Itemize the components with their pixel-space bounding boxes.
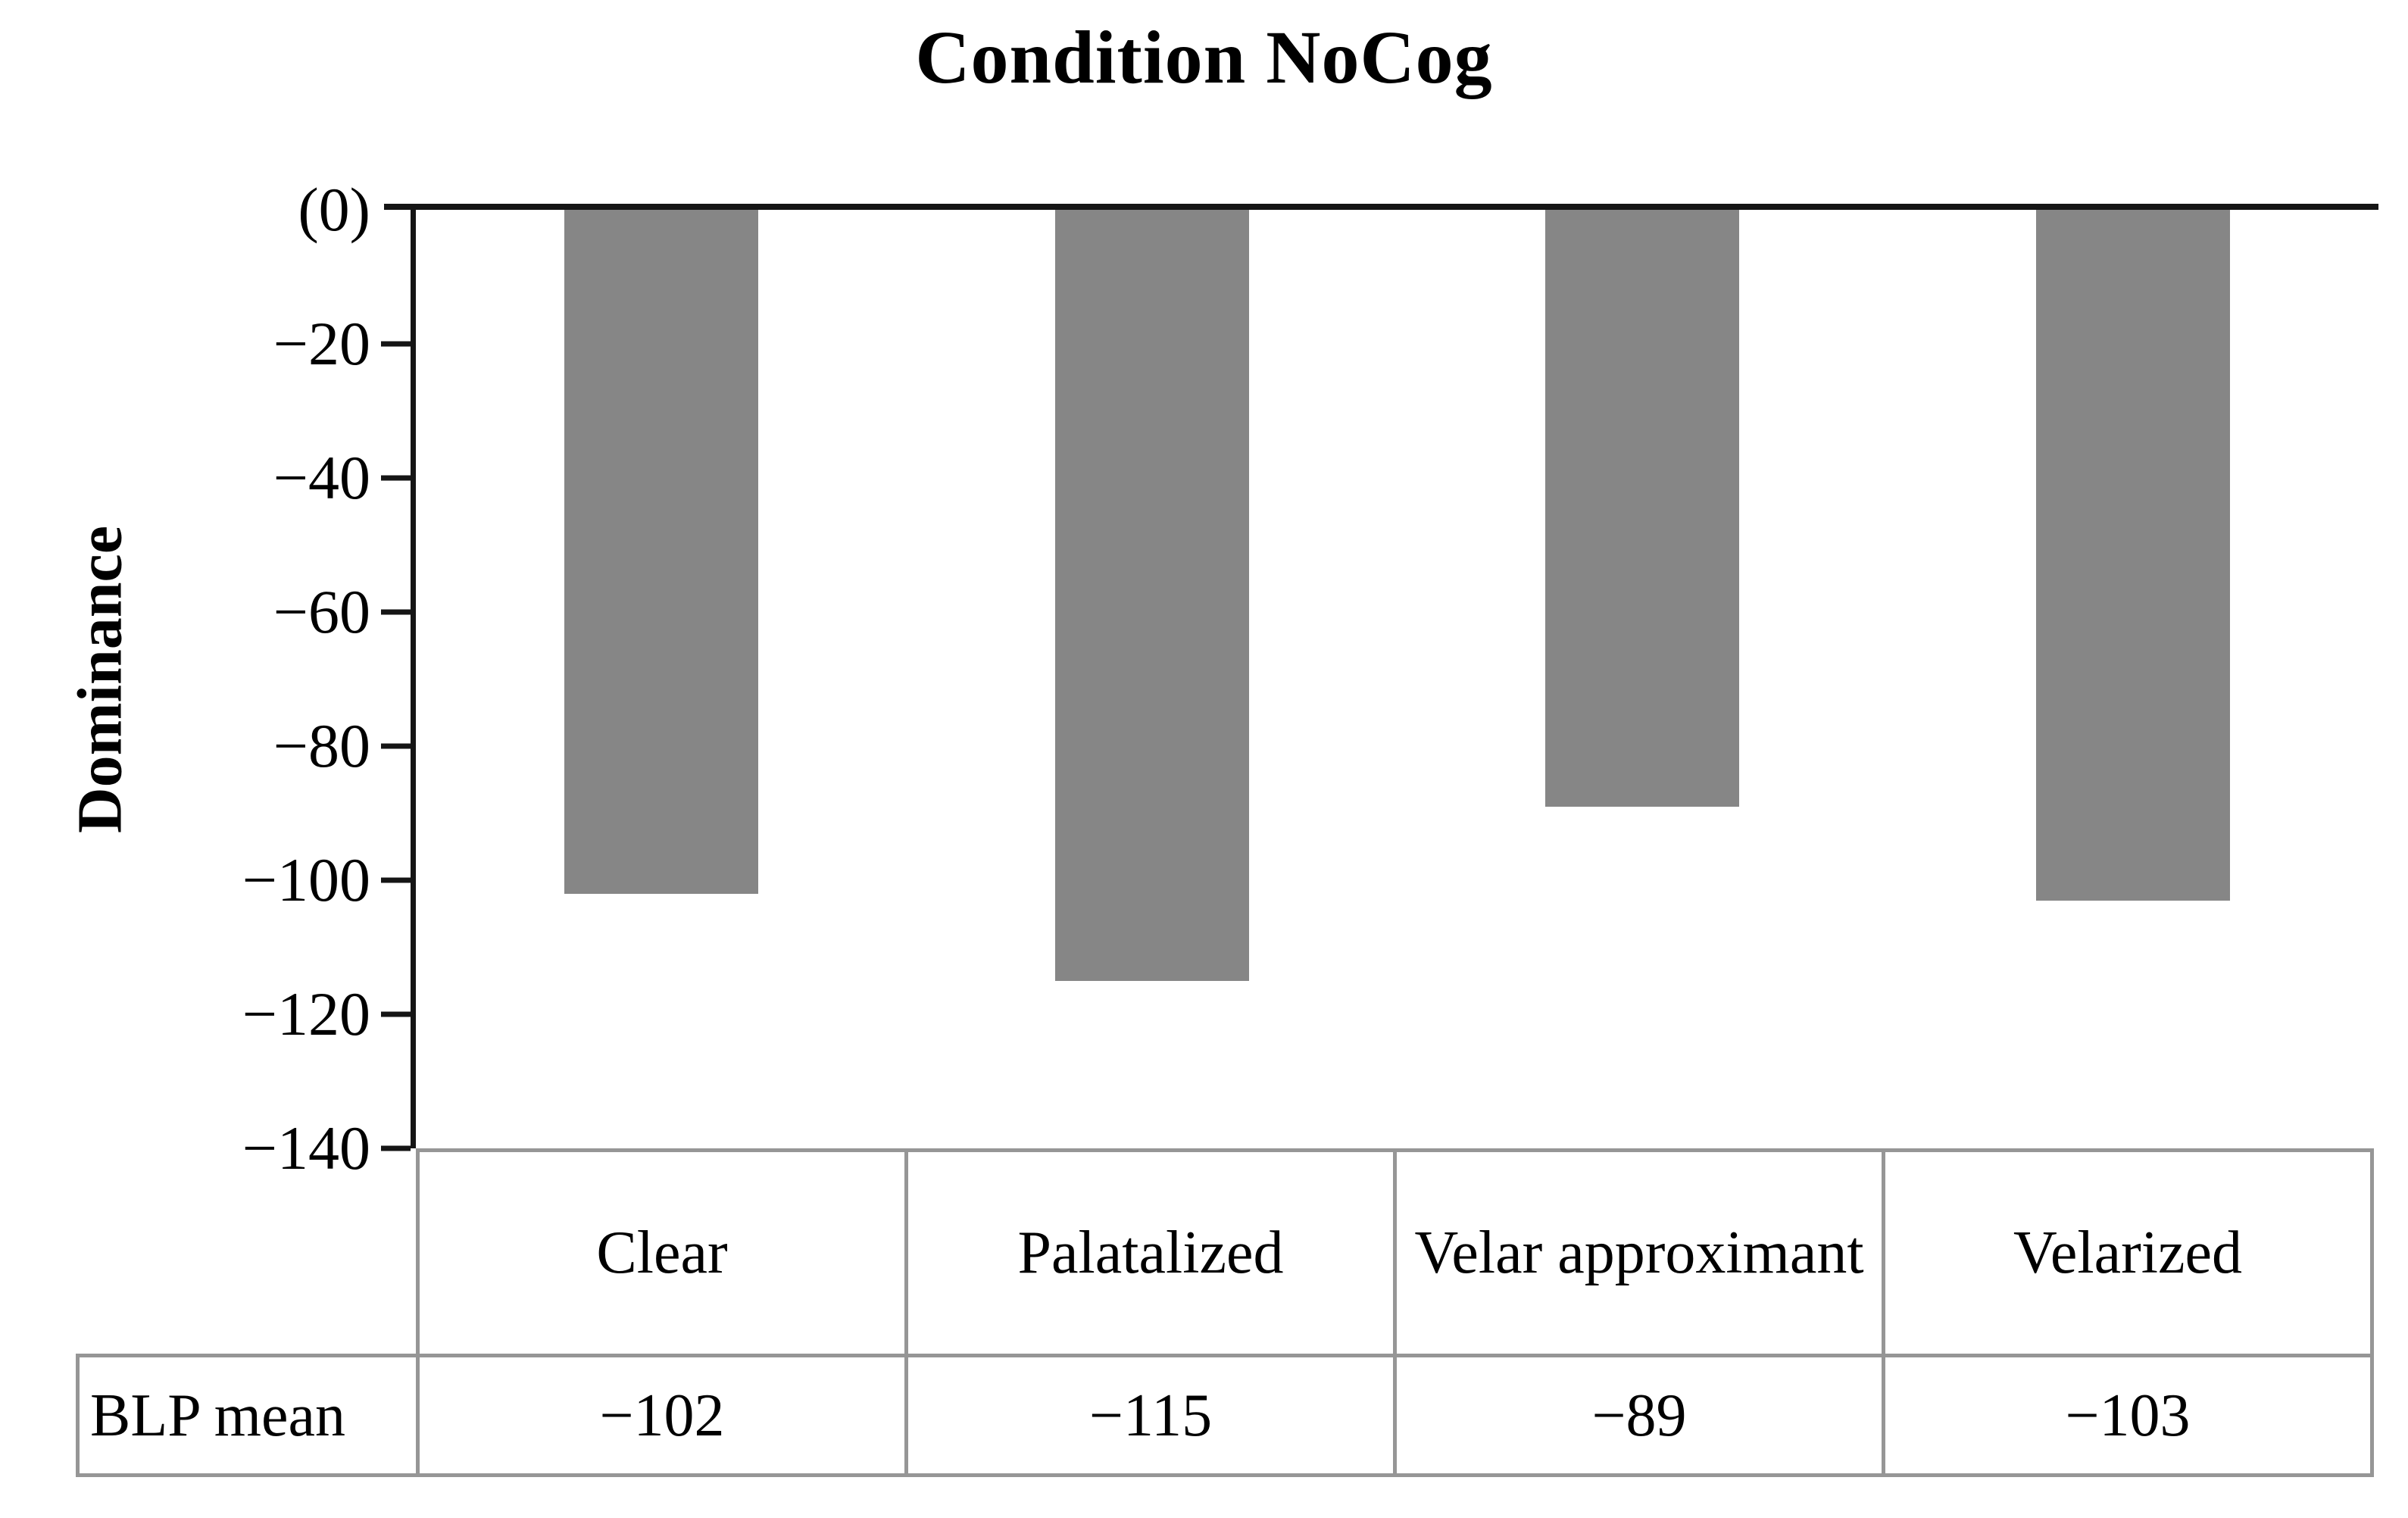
category-cell: Velar approximant bbox=[1393, 1148, 1885, 1357]
table-corner-cell bbox=[78, 1151, 418, 1356]
y-tick-label: −20 bbox=[273, 309, 370, 378]
y-tick bbox=[381, 1011, 411, 1017]
row-label-cell: BLP mean bbox=[76, 1354, 420, 1477]
y-tick-label: −100 bbox=[242, 845, 370, 914]
y-tick-label: −60 bbox=[273, 577, 370, 646]
y-tick-label: (0) bbox=[298, 175, 370, 244]
bar-velarized bbox=[2036, 210, 2231, 901]
bar-velar-approximant bbox=[1545, 210, 1740, 807]
data-table: Clear Palatalized Velar approximant Velariz… bbox=[76, 1148, 2374, 1477]
category-header-row: Clear Palatalized Velar approximant Velariz… bbox=[78, 1148, 2374, 1357]
y-axis-line bbox=[411, 204, 416, 1148]
y-tick-label: −120 bbox=[242, 979, 370, 1048]
blp-mean-row: BLP mean −102 −115 −89 −103 bbox=[76, 1354, 2374, 1477]
category-cell: Palatalized bbox=[904, 1148, 1397, 1357]
plot-area: (0) −20 −40 −60 −80 −100 −120 −140 bbox=[242, 179, 2378, 1179]
y-tick bbox=[381, 475, 411, 481]
bar-palatalized bbox=[1054, 210, 1249, 981]
category-cell: Velarized bbox=[1882, 1148, 2374, 1357]
chart-title: Condition NoCog bbox=[915, 15, 1493, 99]
y-axis-title: Dominance bbox=[64, 526, 136, 833]
y-tick bbox=[381, 877, 411, 883]
y-tick bbox=[381, 1145, 411, 1151]
bar-clear bbox=[564, 210, 758, 894]
value-cell: −115 bbox=[904, 1354, 1397, 1477]
x-axis-zero-line bbox=[384, 204, 2378, 210]
value-cell: −102 bbox=[416, 1354, 908, 1477]
y-tick-label: −140 bbox=[242, 1114, 370, 1182]
y-tick bbox=[381, 743, 411, 749]
y-tick bbox=[381, 609, 411, 615]
y-tick bbox=[381, 341, 411, 347]
y-tick-label: −80 bbox=[273, 711, 370, 780]
value-cell: −89 bbox=[1393, 1354, 1885, 1477]
value-cell: −103 bbox=[1882, 1354, 2374, 1477]
y-tick-label: −40 bbox=[273, 443, 370, 512]
category-cell: Clear bbox=[416, 1148, 908, 1357]
